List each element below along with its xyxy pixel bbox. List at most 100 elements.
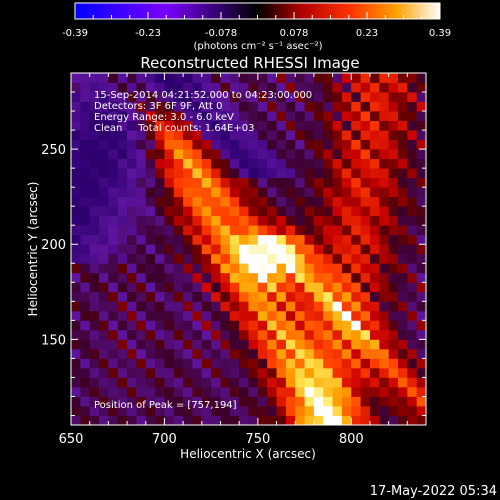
heatmap-cell	[397, 329, 408, 340]
heatmap-cell	[304, 320, 315, 331]
heatmap-cell	[267, 310, 277, 321]
heatmap-cell	[416, 244, 426, 255]
heatmap-cell	[323, 234, 333, 245]
heatmap-cell	[145, 291, 156, 302]
heatmap-cell	[89, 234, 100, 245]
heatmap-cell	[341, 92, 352, 102]
heatmap-cell	[257, 168, 268, 179]
heatmap-cell	[164, 177, 175, 188]
x-axis-label: Heliocentric X (arcsec)	[180, 447, 316, 461]
heatmap-cell	[267, 253, 277, 264]
heatmap-cell	[388, 320, 399, 331]
heatmap-cell	[239, 301, 249, 312]
heatmap-cell	[360, 415, 371, 425]
heatmap-cell	[99, 348, 109, 359]
heatmap-cell	[257, 367, 268, 378]
heatmap-cell	[276, 168, 287, 179]
heatmap-cell	[80, 396, 91, 407]
heatmap-cell	[183, 272, 193, 283]
heatmap-cell	[164, 367, 175, 378]
heatmap-cell	[341, 386, 352, 397]
heatmap-cell	[99, 111, 109, 121]
heatmap-cell	[239, 158, 249, 169]
heatmap-cell	[201, 158, 212, 169]
heatmap-cell	[351, 139, 362, 150]
heatmap-cell	[239, 168, 249, 179]
heatmap-cell	[239, 263, 249, 274]
heatmap-cell	[108, 329, 119, 340]
heatmap-cell	[89, 130, 100, 140]
heatmap-cell	[99, 253, 109, 264]
heatmap-cell	[229, 291, 240, 302]
heatmap-cell	[332, 158, 343, 169]
heatmap-image	[71, 73, 426, 425]
heatmap-cell	[211, 187, 221, 198]
heatmap-cell	[211, 415, 221, 425]
heatmap-cell	[369, 73, 380, 83]
heatmap-cell	[407, 177, 418, 188]
heatmap-cell	[341, 82, 352, 93]
heatmap-cell	[183, 253, 193, 264]
heatmap-cell	[407, 92, 418, 102]
heatmap-cell	[248, 282, 259, 293]
heatmap-cell	[108, 272, 119, 283]
heatmap-cell	[155, 339, 165, 350]
heatmap-cell	[285, 82, 296, 93]
heatmap-cell	[183, 310, 193, 321]
heatmap-cell	[323, 358, 333, 369]
heatmap-cell	[173, 139, 184, 150]
heatmap-cell	[257, 253, 268, 264]
heatmap-cell	[248, 101, 259, 112]
heatmap-cell	[304, 263, 315, 274]
heatmap-cell	[304, 92, 315, 102]
heatmap-cell	[351, 396, 362, 407]
heatmap-cell	[295, 206, 305, 217]
heatmap-cell	[248, 396, 259, 407]
heatmap-cell	[164, 101, 175, 112]
heatmap-cell	[295, 386, 305, 397]
heatmap-cell	[304, 215, 315, 226]
heatmap-cell	[323, 149, 333, 160]
heatmap-cell	[379, 253, 390, 264]
heatmap-cell	[257, 225, 268, 236]
heatmap-cell	[379, 415, 390, 425]
heatmap-cell	[71, 234, 81, 245]
heatmap-cell	[407, 244, 418, 255]
heatmap-cell	[304, 187, 315, 198]
heatmap-cell	[173, 377, 184, 388]
heatmap-cell	[239, 310, 249, 321]
heatmap-cell	[89, 339, 100, 350]
heatmap-cell	[155, 301, 165, 312]
heatmap-cell	[192, 120, 203, 131]
heatmap-cell	[164, 339, 175, 350]
heatmap-cell	[407, 272, 418, 283]
heatmap-cell	[71, 244, 81, 255]
heatmap-cell	[183, 282, 193, 293]
heatmap-cell	[239, 130, 249, 140]
heatmap-cell	[369, 215, 380, 226]
heatmap-cell	[192, 415, 203, 425]
heatmap-cell	[276, 149, 287, 160]
heatmap-cell	[89, 348, 100, 359]
heatmap-cell	[164, 158, 175, 169]
heatmap-cell	[267, 367, 277, 378]
heatmap-cell	[341, 396, 352, 407]
heatmap-cell	[71, 101, 81, 112]
heatmap-cell	[99, 386, 109, 397]
heatmap-cell	[332, 225, 343, 236]
heatmap-cell	[360, 339, 371, 350]
heatmap-cell	[211, 206, 221, 217]
heatmap-cell	[341, 282, 352, 293]
heatmap-cell	[267, 139, 277, 150]
heatmap-cell	[341, 377, 352, 388]
heatmap-cell	[136, 377, 147, 388]
heatmap-cell	[267, 215, 277, 226]
heatmap-cell	[145, 149, 156, 160]
heatmap-cell	[127, 329, 137, 340]
heatmap-cell	[239, 386, 249, 397]
heatmap-cell	[99, 187, 109, 198]
heatmap-cell	[155, 120, 165, 131]
x-tick-label: 700	[152, 432, 177, 447]
heatmap-cell	[239, 92, 249, 102]
heatmap-cell	[211, 111, 221, 121]
